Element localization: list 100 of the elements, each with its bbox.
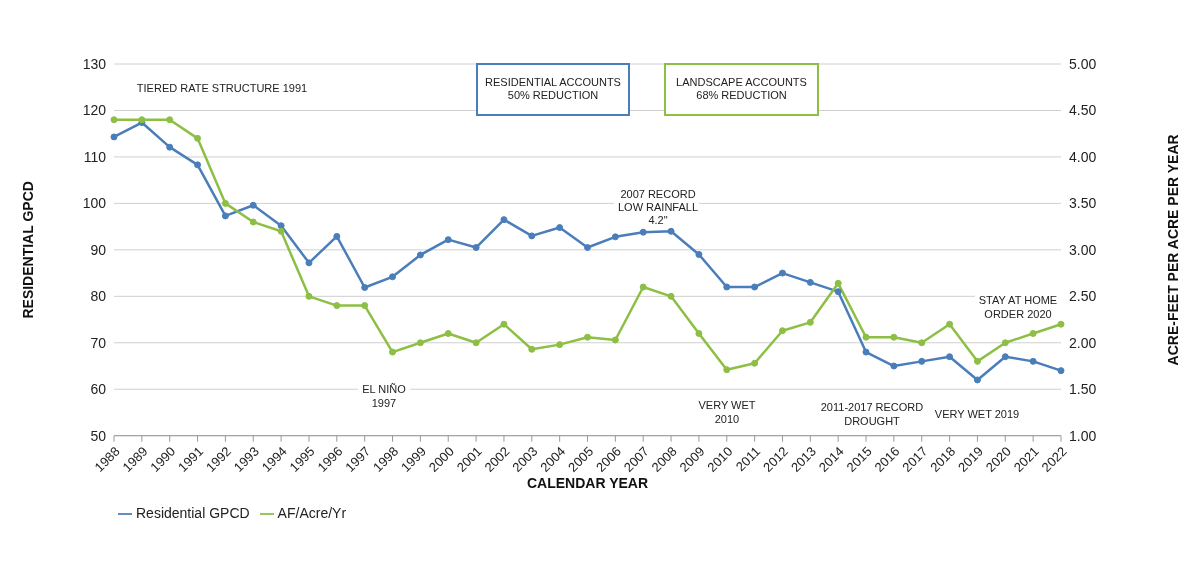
point: [528, 232, 536, 240]
point: [1029, 357, 1037, 365]
point: [221, 212, 229, 220]
point: [110, 133, 118, 141]
annotation: STAY AT HOME ORDER 2020: [978, 294, 1058, 320]
point: [500, 216, 508, 224]
point: [723, 366, 731, 374]
point: [806, 278, 814, 286]
point: [946, 353, 954, 361]
y-tick-label: 60: [90, 381, 107, 398]
y2-tick-label: 4.50: [1069, 102, 1097, 119]
point: [194, 161, 202, 169]
annotation: VERY WET 2019: [934, 407, 1020, 420]
point: [862, 348, 870, 356]
x-axis-title: CALENDAR YEAR: [526, 474, 649, 491]
point: [973, 357, 981, 365]
point: [918, 339, 926, 347]
y2-tick-label: 1.00: [1069, 427, 1097, 444]
y2-tick-label: 2.00: [1069, 334, 1097, 351]
y2-tick-label: 5.00: [1069, 55, 1097, 72]
y2-tick-label: 3.50: [1069, 195, 1097, 212]
point: [305, 292, 313, 300]
y2-tick-label: 3.00: [1069, 241, 1097, 258]
point: [834, 288, 842, 296]
point: [695, 251, 703, 258]
point: [472, 339, 480, 347]
legend-label: AF/Acre/Yr: [277, 505, 347, 521]
annotation: 2011-2017 RECORD DROUGHT: [820, 401, 924, 427]
point: [444, 236, 452, 244]
point: [751, 283, 759, 291]
point: [946, 320, 954, 328]
point: [1029, 329, 1037, 337]
point: [416, 251, 424, 259]
y-tick-label: 90: [90, 241, 107, 258]
point: [918, 357, 926, 365]
annotation: EL NIÑO 1997: [362, 383, 407, 409]
y-tick-label: 50: [90, 427, 107, 444]
point: [221, 199, 229, 207]
point: [639, 228, 647, 236]
y2-tick-label: 2.50: [1069, 288, 1097, 305]
point: [194, 134, 202, 142]
point: [890, 333, 898, 341]
y2-axis-title: ACRE-FEET PER ACRE PER YEAR: [1164, 134, 1181, 366]
annotation: LANDSCAPE ACCOUNTS 68% REDUCTION: [676, 75, 807, 102]
y-axis-title: RESIDENTIAL GPCD: [19, 181, 36, 319]
point: [389, 273, 397, 281]
point: [611, 336, 619, 344]
point: [1057, 320, 1065, 328]
point: [611, 233, 619, 241]
point: [1001, 353, 1009, 361]
y-tick-label: 80: [90, 288, 107, 305]
point: [416, 339, 424, 347]
point: [249, 218, 257, 226]
point: [1057, 367, 1065, 375]
annotation: VERY WET 2010: [698, 399, 756, 425]
point: [890, 362, 898, 370]
point: [556, 341, 564, 349]
y-tick-label: 120: [82, 102, 107, 119]
point: [584, 244, 591, 252]
point: [556, 224, 564, 232]
point: [249, 201, 257, 209]
point: [584, 333, 591, 341]
point: [166, 116, 174, 124]
y-tick-label: 100: [82, 195, 107, 212]
point: [667, 292, 675, 300]
point: [333, 302, 341, 310]
point: [389, 348, 397, 356]
point: [110, 116, 118, 124]
y-tick-label: 110: [83, 148, 107, 165]
point: [361, 283, 369, 291]
annotation: RESIDENTIAL ACCOUNTS 50% REDUCTION: [485, 75, 621, 102]
point: [695, 329, 703, 337]
point: [806, 318, 814, 326]
annotation: TIERED RATE STRUCTURE 1991: [136, 81, 308, 94]
point: [667, 227, 675, 235]
point: [472, 244, 480, 252]
point: [862, 333, 870, 341]
point: [277, 222, 285, 230]
point: [444, 329, 452, 337]
point: [723, 283, 731, 291]
point: [834, 279, 842, 287]
legend-label: Residential GPCD: [136, 505, 250, 521]
point: [305, 259, 313, 267]
y2-tick-label: 1.50: [1069, 381, 1097, 398]
annotation: 2007 RECORD LOW RAINFALL 4.2": [617, 187, 699, 227]
point: [639, 283, 647, 291]
point: [778, 327, 786, 335]
point: [528, 345, 536, 353]
point: [333, 232, 341, 240]
y-tick-label: 130: [82, 55, 107, 72]
point: [277, 227, 285, 235]
point: [751, 359, 759, 367]
y-tick-label: 70: [90, 334, 107, 351]
point: [1001, 339, 1009, 347]
point: [361, 302, 369, 310]
point: [778, 269, 786, 277]
point: [166, 143, 174, 151]
point: [500, 320, 508, 328]
y2-tick-label: 4.00: [1069, 148, 1097, 165]
point: [973, 376, 981, 384]
